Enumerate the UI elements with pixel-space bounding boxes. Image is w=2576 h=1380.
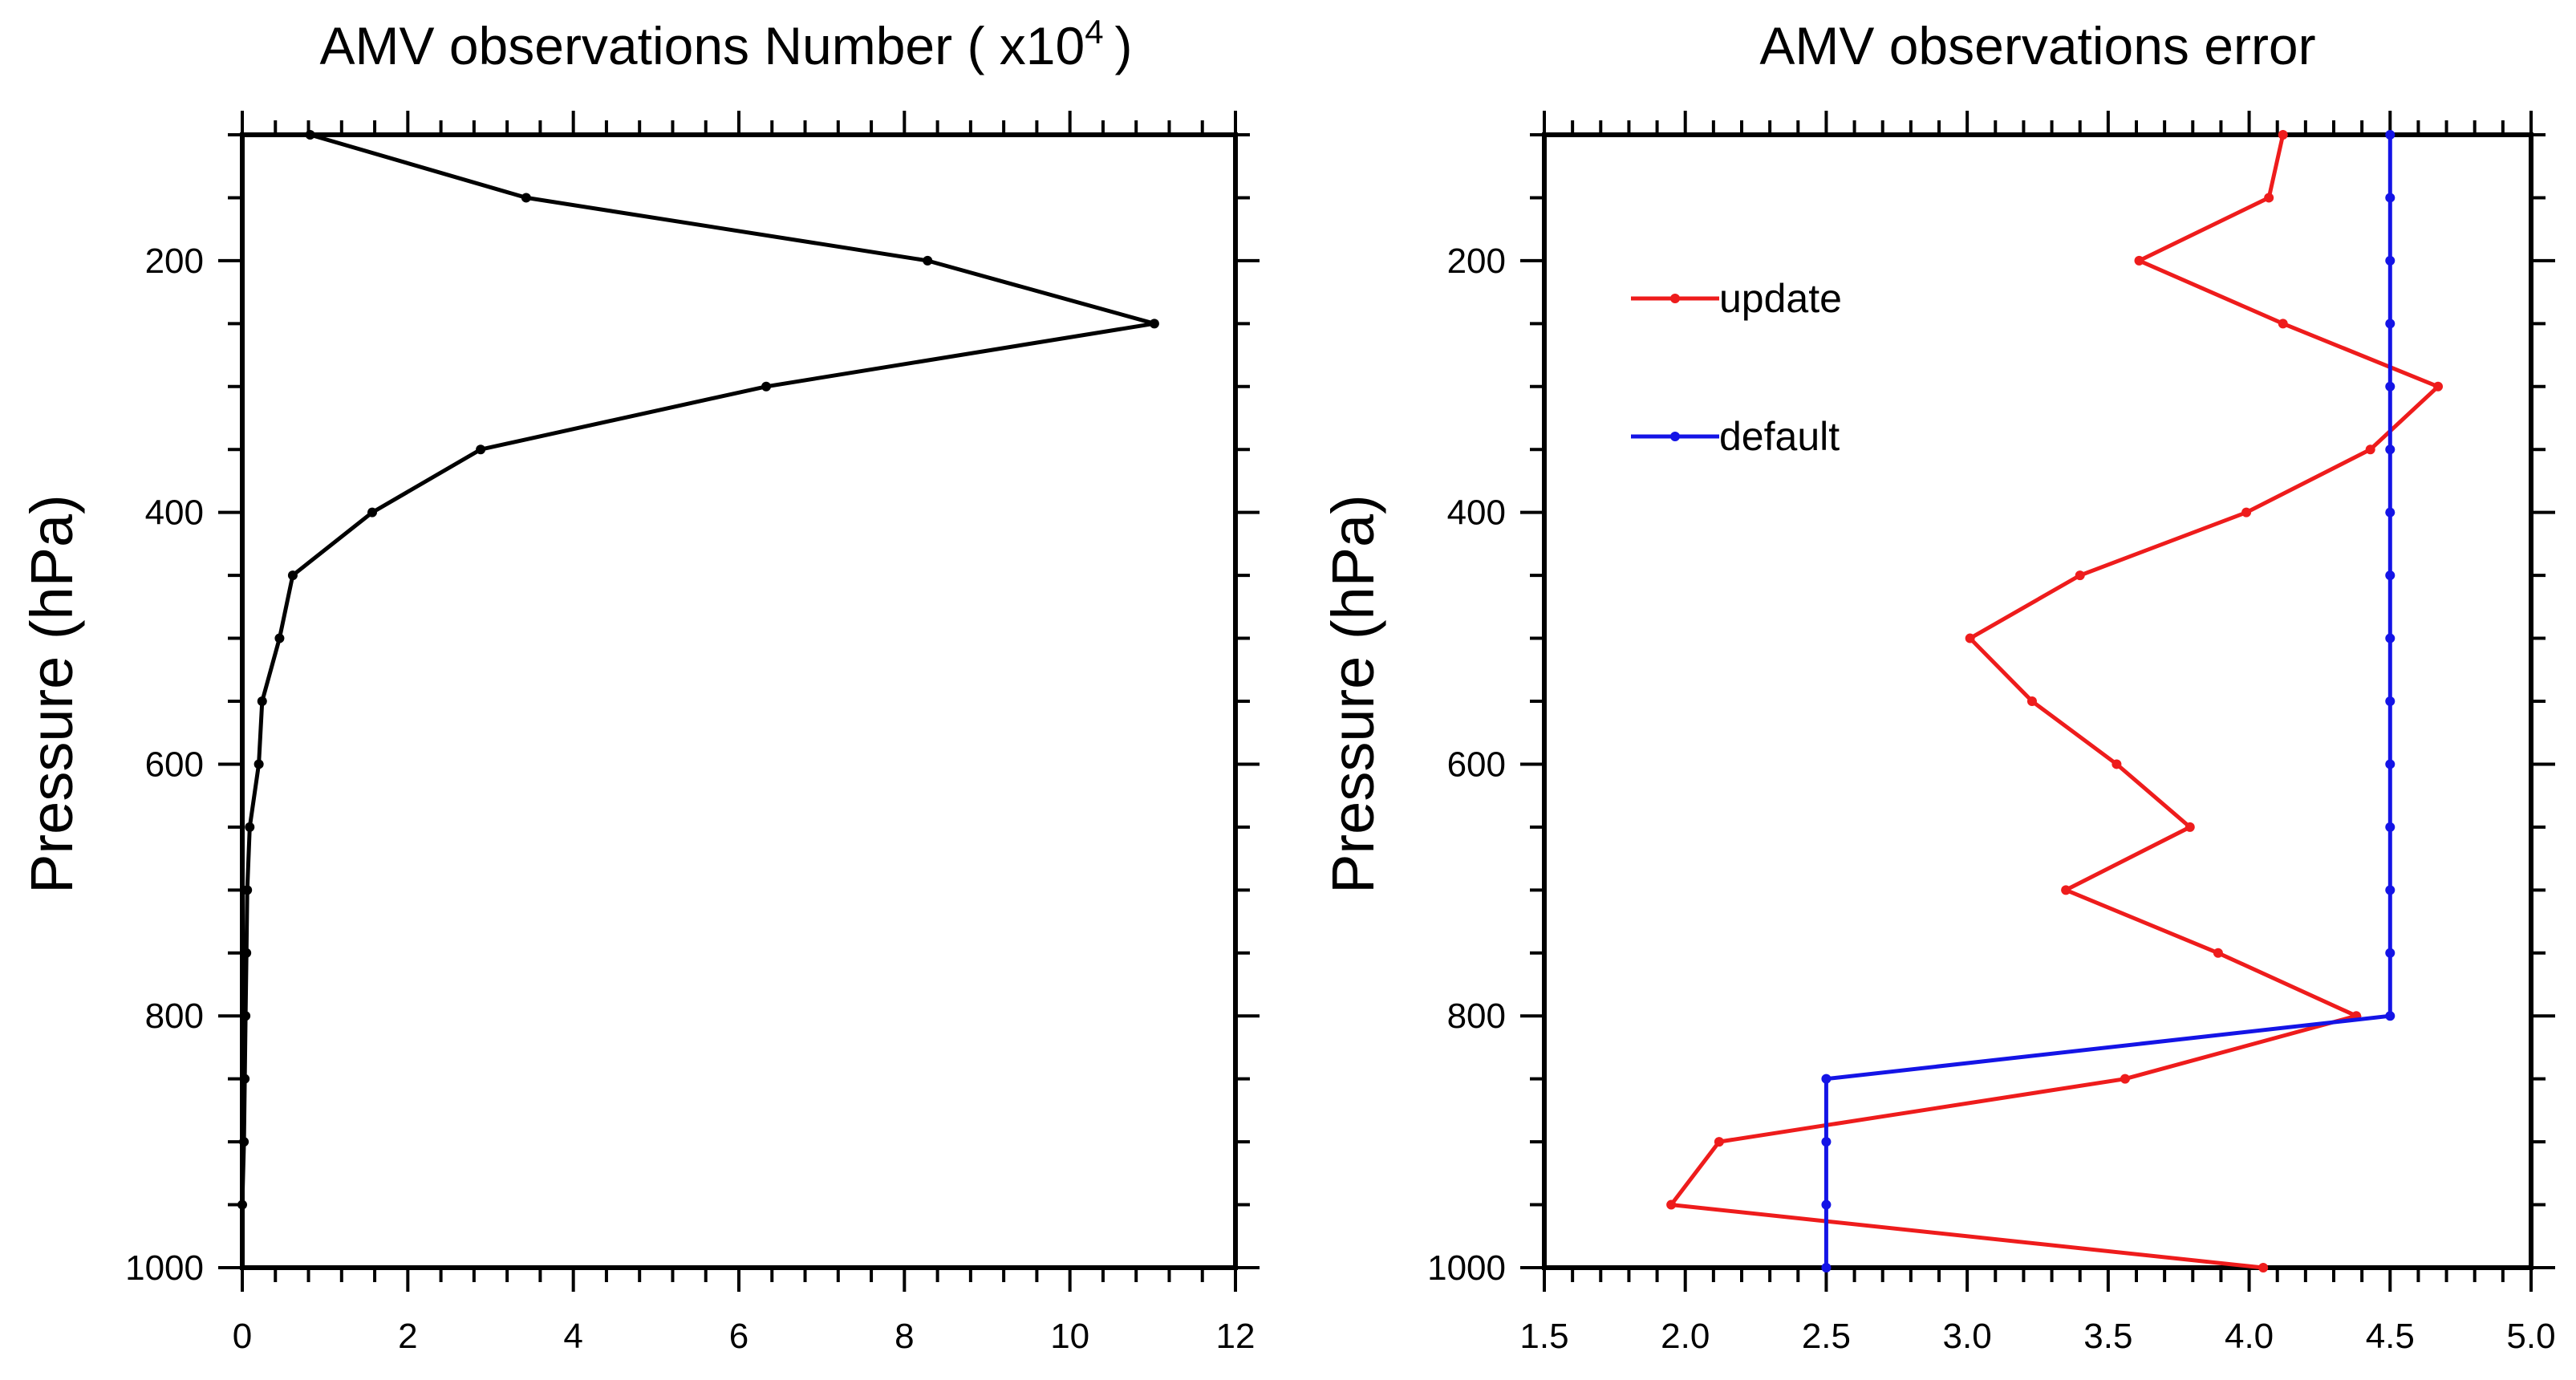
x-tick-label: 6 (729, 1317, 748, 1356)
data-point-default (2385, 759, 2395, 769)
data-point-update (2258, 1263, 2269, 1272)
chart-title-exponent: 4 (1085, 13, 1103, 51)
chart-panel-observation-error: AMV observations error Pressure (hPa) 20… (1320, 16, 2556, 1356)
data-point-update (2134, 255, 2144, 266)
data-point-update (2365, 444, 2375, 455)
data-point-count (245, 822, 255, 832)
data-point-update (2061, 885, 2071, 895)
data-point-update (2278, 130, 2288, 140)
data-point-update (2264, 193, 2274, 203)
x-tick-label: 3.5 (2083, 1317, 2132, 1356)
x-tick-label: 2.0 (1661, 1317, 1710, 1356)
x-tick-label: 5.0 (2506, 1317, 2555, 1356)
legend-marker-update (1670, 294, 1680, 303)
data-point-count (257, 696, 267, 706)
data-point-count (305, 130, 315, 140)
data-point-default (1821, 1074, 1832, 1084)
data-point-default (2385, 319, 2395, 329)
y-tick-label: 400 (145, 493, 204, 533)
data-point-count (241, 948, 252, 958)
x-tick-label: 2 (398, 1317, 417, 1356)
data-point-default (2385, 570, 2395, 581)
data-point-count (237, 1199, 247, 1210)
chart-title-close: ) (1115, 16, 1133, 75)
data-point-default (1821, 1199, 1832, 1210)
y-axis-label: Pressure (hPa) (18, 494, 85, 894)
data-point-update (2433, 381, 2444, 392)
series-line-count (240, 132, 1155, 1205)
x-tick-label: 4 (563, 1317, 582, 1356)
data-point-count (239, 1137, 249, 1147)
data-point-update (2112, 759, 2122, 769)
x-tick-label: 12 (1216, 1317, 1256, 1356)
y-tick-label: 800 (145, 996, 204, 1036)
data-point-count (521, 193, 531, 203)
x-tick-label: 0 (233, 1317, 252, 1356)
data-point-count (254, 759, 264, 769)
x-tick-label: 3.0 (1943, 1317, 1992, 1356)
chart-title: AMV observations Number ( x104) (319, 13, 1132, 75)
data-point-update (2241, 507, 2252, 518)
data-point-update (2075, 570, 2085, 581)
chart-panel-observation-count: AMV observations Number ( x104) Pressure… (18, 13, 1260, 1356)
y-tick-label: 200 (1447, 242, 1506, 281)
plot-frame (1542, 132, 2533, 1270)
y-tick-label: 200 (145, 242, 204, 281)
x-tick-label: 8 (895, 1317, 914, 1356)
y-tick-label: 800 (1447, 996, 1506, 1036)
data-point-count (240, 1074, 250, 1084)
legend-label-default: default (1719, 414, 1840, 459)
data-point-count (1149, 319, 1159, 329)
x-tick-label: 4.5 (2366, 1317, 2415, 1356)
data-point-default (2385, 507, 2395, 518)
chart-title-main: AMV observations Number ( x10 (319, 16, 1085, 75)
data-point-count (241, 1011, 251, 1021)
x-tick-label: 4.0 (2225, 1317, 2274, 1356)
data-point-count (367, 507, 377, 518)
x-tick-label: 2.5 (1802, 1317, 1851, 1356)
data-point-default (2385, 885, 2395, 895)
data-point-count (476, 444, 486, 455)
data-point-count (287, 570, 298, 581)
x-tick-label: 10 (1050, 1317, 1089, 1356)
series-line-default (1823, 135, 2392, 1268)
data-point-update (2278, 319, 2288, 329)
data-point-default (1821, 1263, 1832, 1272)
data-point-default (1821, 1137, 1832, 1147)
data-point-count (923, 255, 933, 266)
data-point-count (242, 885, 253, 895)
data-point-default (2385, 255, 2395, 266)
data-point-count (761, 381, 772, 392)
data-point-update (1666, 1199, 1677, 1210)
data-point-update (2120, 1074, 2130, 1084)
legend-marker-default (1670, 432, 1680, 441)
y-tick-label: 600 (1447, 745, 1506, 784)
data-point-default (2385, 130, 2395, 140)
data-point-update (2213, 948, 2223, 958)
y-axis-label: Pressure (hPa) (1320, 494, 1386, 894)
data-point-default (2385, 381, 2395, 392)
chart-title: AMV observations error (1759, 16, 2315, 75)
data-point-default (2385, 696, 2395, 706)
y-tick-label: 1000 (1427, 1248, 1506, 1288)
data-point-default (2385, 444, 2395, 455)
data-point-update (2026, 696, 2037, 706)
data-point-count (274, 633, 285, 643)
data-point-default (2385, 948, 2395, 958)
y-tick-label: 400 (1447, 493, 1506, 533)
legend-label-update: update (1719, 276, 1842, 321)
data-point-default (2385, 193, 2395, 203)
x-tick-label: 1.5 (1519, 1317, 1568, 1356)
y-tick-label: 600 (145, 745, 204, 784)
data-point-default (2385, 822, 2395, 832)
data-point-default (2385, 633, 2395, 643)
data-point-update (1965, 633, 1975, 643)
data-point-update (2185, 822, 2195, 832)
data-point-default (2385, 1011, 2395, 1021)
y-tick-label: 1000 (125, 1248, 204, 1288)
data-point-update (1714, 1137, 1724, 1147)
